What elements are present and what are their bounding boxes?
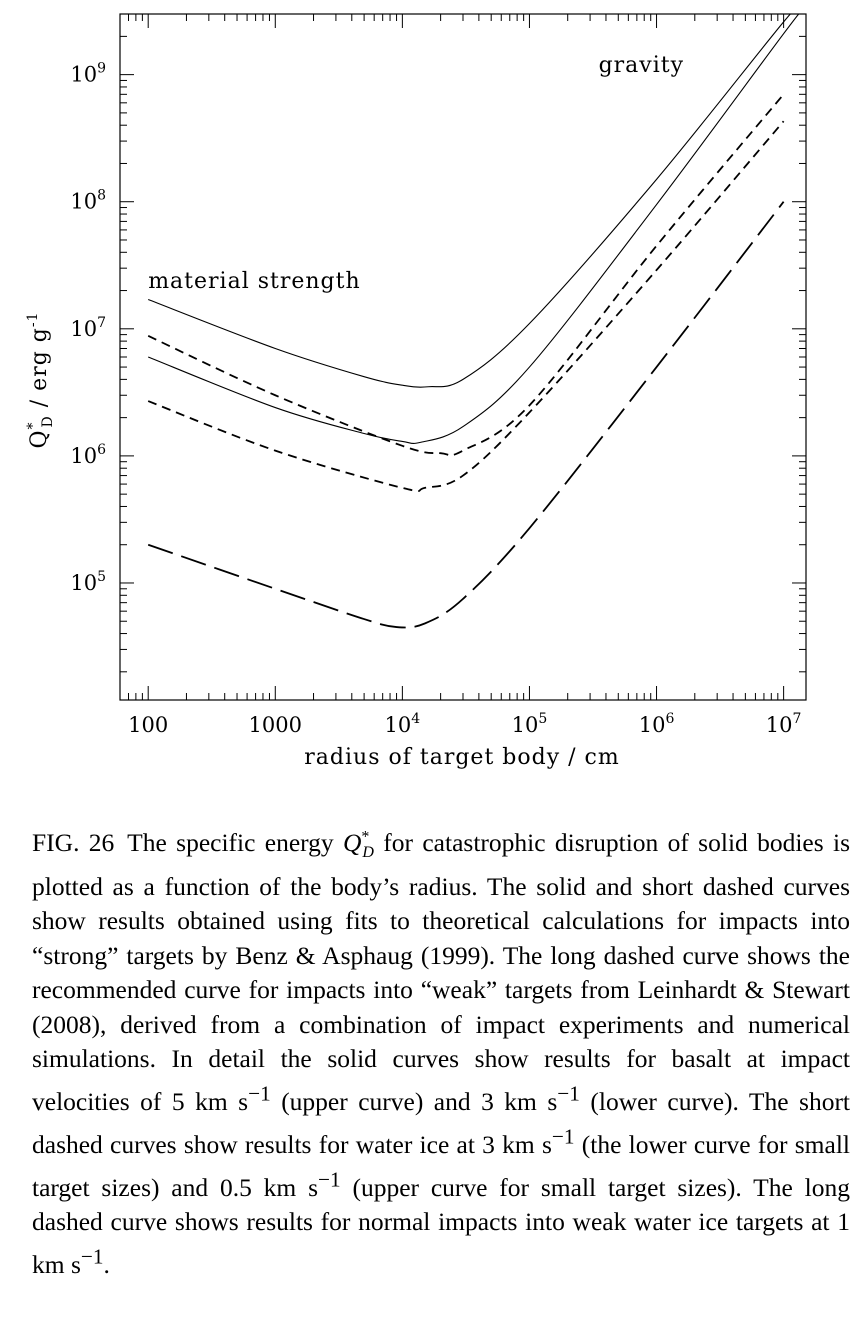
- x-tick-label: 100: [128, 713, 168, 737]
- plot-border: [119, 13, 807, 701]
- x-axis-label: radius of target body / cm: [304, 745, 619, 770]
- y-tick-label: 105: [70, 569, 106, 595]
- data-series: [147, 14, 800, 629]
- axis-ticks: [119, 13, 806, 700]
- series-line-long-dash-5: [147, 201, 785, 629]
- x-tick-label: 106: [639, 711, 675, 737]
- x-tick-label: 107: [766, 711, 802, 737]
- x-tick-label: 1000: [249, 713, 302, 737]
- y-tick-label: 107: [70, 315, 106, 341]
- annotation-label: material strength: [148, 269, 360, 294]
- tick-labels: 100 1000 104 105 106 107 105 106 107 108 109: [70, 61, 801, 737]
- y-tick-label: 108: [70, 188, 106, 214]
- disruption-energy-chart: 100 1000 104 105 106 107 105 106 107 108 109 mater…: [25, 13, 807, 770]
- series-line-solid-1: [147, 14, 792, 388]
- series-line-solid-2: [147, 14, 800, 445]
- series-line-short-dash-4: [147, 120, 785, 493]
- figure-caption: FIG. 26 The specific energy Q*D for cata…: [32, 820, 850, 1282]
- annotations: material strength gravity: [148, 53, 684, 294]
- x-tick-label: 104: [385, 711, 421, 737]
- y-axis-label: Q*D / erg g-1: [25, 311, 56, 448]
- annotation-label: gravity: [599, 53, 684, 78]
- y-tick-label: 109: [70, 61, 106, 87]
- figure-number: FIG. 26: [32, 827, 115, 857]
- caption-text: The specific energy Q*D for catastrophic…: [32, 827, 851, 1280]
- x-tick-label: 105: [512, 711, 548, 737]
- y-tick-label: 106: [70, 442, 106, 468]
- plot-frame: [119, 13, 807, 701]
